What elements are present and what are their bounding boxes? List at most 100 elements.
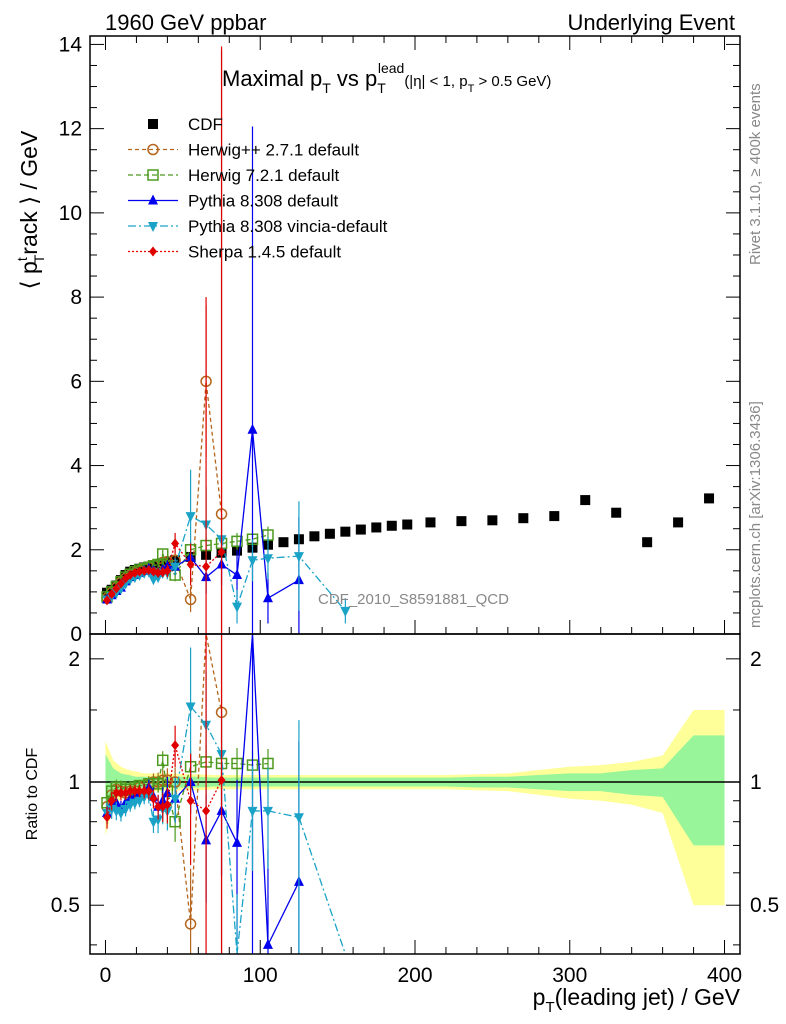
series-4-point xyxy=(153,573,164,584)
series-4-point xyxy=(185,512,196,523)
ratio-tick-label: 1 xyxy=(68,771,80,794)
series-5-point xyxy=(121,573,130,584)
series-5-ratio-point xyxy=(171,740,180,751)
series-0-point xyxy=(673,517,684,528)
series-0-point xyxy=(371,522,382,533)
series-0-point xyxy=(580,495,591,506)
series-4-ratio-point xyxy=(293,813,304,824)
legend-label: CDF xyxy=(188,115,223,134)
series-5-ratio-point xyxy=(217,775,226,786)
mcplots-label: mcplots.cern.ch [arXiv:1306.3436] xyxy=(747,401,764,628)
y-tick-label: 4 xyxy=(70,455,82,478)
legend-label: Sherpa 1.4.5 default xyxy=(188,243,341,262)
series-0-point xyxy=(425,517,436,528)
legend-marker xyxy=(149,246,157,257)
legend-marker xyxy=(148,222,158,232)
legend: CDF Herwig++ 2.7.1 default Herwig 7.2.1 de… xyxy=(128,115,388,262)
series-0-point xyxy=(611,507,622,518)
series-4-ratio-point xyxy=(262,806,273,817)
plot-title-cuts-sub: T xyxy=(468,83,475,95)
analysis-watermark: CDF_2010_S8591881_QCD xyxy=(318,591,509,608)
series-5-point xyxy=(202,561,211,572)
series-3-point xyxy=(247,423,258,434)
y-tick-label: 10 xyxy=(59,202,82,225)
y-tick-label: 2 xyxy=(70,539,82,562)
x-tick-label: 200 xyxy=(397,964,432,987)
rivet-label: Rivet 3.1.10, ≥ 400k events xyxy=(747,83,764,265)
y-tick-label: 12 xyxy=(59,118,82,141)
plot-title-main: Maximal p xyxy=(222,66,322,91)
series-5-ratio-point xyxy=(144,786,153,797)
series-4-ratio-point xyxy=(185,702,196,713)
series-3-ratio-point xyxy=(111,796,122,807)
series-4-point xyxy=(293,552,304,563)
series-5-point xyxy=(186,559,195,570)
series-3-point xyxy=(232,569,243,580)
series-2-ratio-point xyxy=(152,778,164,790)
series-0-point xyxy=(340,526,351,537)
cdf-band-outer xyxy=(105,709,725,906)
ratio-tick-label-right: 2 xyxy=(750,648,762,671)
series-4-point xyxy=(247,556,258,567)
series-5-ratio-point xyxy=(126,786,135,797)
series-5-point xyxy=(163,565,172,576)
legend-label: Pythia 8.308 default xyxy=(188,192,339,211)
plot-title-main-sub: T xyxy=(322,80,331,96)
series-5-point xyxy=(217,546,226,557)
main-panel-points xyxy=(101,46,715,634)
series-4-ratio-point xyxy=(115,809,126,820)
series-3-ratio-point xyxy=(232,836,243,847)
plot-title-cuts-a: (|η| < 1, p xyxy=(404,73,467,90)
series-0-point xyxy=(487,515,498,526)
series-4-point xyxy=(170,562,181,573)
x-tick-label: 300 xyxy=(552,964,587,987)
x-tick-label: 0 xyxy=(100,964,112,987)
y-tick-label: 8 xyxy=(70,286,82,309)
ratio-tick-label-right: 1 xyxy=(750,771,762,794)
series-5-point xyxy=(171,538,180,549)
plot-title: Maximal pT vs pTlead(|η| < 1, pT > 0.5 G… xyxy=(222,60,551,96)
ratio-tick-label-right: 0.5 xyxy=(750,894,779,917)
series-4-point xyxy=(111,588,122,599)
header-right: Underlying Event xyxy=(567,10,735,35)
legend-marker xyxy=(147,169,159,181)
series-5-ratio-point xyxy=(202,805,211,816)
ratio-uncertainty-band xyxy=(90,709,740,906)
series-2-point xyxy=(231,535,243,548)
legend-marker xyxy=(148,194,158,205)
y-tick-label: 14 xyxy=(59,33,83,56)
y-tick-label: 6 xyxy=(70,370,82,393)
series-5-ratio-point xyxy=(186,795,195,806)
series-5-ratio-point xyxy=(154,801,163,812)
y-tick-label: 0 xyxy=(70,623,82,646)
series-5-point xyxy=(103,595,112,606)
series-0-point xyxy=(402,519,413,530)
series-4-ratio-point xyxy=(170,794,181,805)
x-tick-label: 100 xyxy=(243,964,278,987)
series-5-point xyxy=(116,578,125,589)
series-5-ratio-point xyxy=(135,786,144,797)
series-1-point xyxy=(184,593,197,606)
series-4-point xyxy=(262,554,273,565)
series-5-ratio-point xyxy=(116,788,125,799)
series-2-ratio-point xyxy=(231,757,243,770)
legend-marker xyxy=(148,119,158,129)
legend-label: Herwig++ 2.7.1 default xyxy=(188,141,359,160)
legend-marker xyxy=(147,143,159,156)
series-4-ratio-point xyxy=(247,806,258,817)
series-5-ratio-point xyxy=(107,795,116,806)
series-2-ratio-point xyxy=(156,754,169,767)
series-5-ratio-point xyxy=(140,786,149,797)
legend-label: Herwig 7.2.1 default xyxy=(188,166,339,185)
series-4-ratio-point xyxy=(120,804,131,815)
series-4-point xyxy=(232,602,243,613)
header-left: 1960 GeV ppbar xyxy=(105,10,266,35)
series-0-point xyxy=(704,493,715,504)
y-axis-label: ⟨ ptTrack ⟩ / GeV xyxy=(14,130,47,289)
series-0-point xyxy=(355,524,366,535)
series-5-point xyxy=(107,588,116,599)
series-0-point xyxy=(518,513,529,524)
ratio-panel-points xyxy=(101,633,346,955)
